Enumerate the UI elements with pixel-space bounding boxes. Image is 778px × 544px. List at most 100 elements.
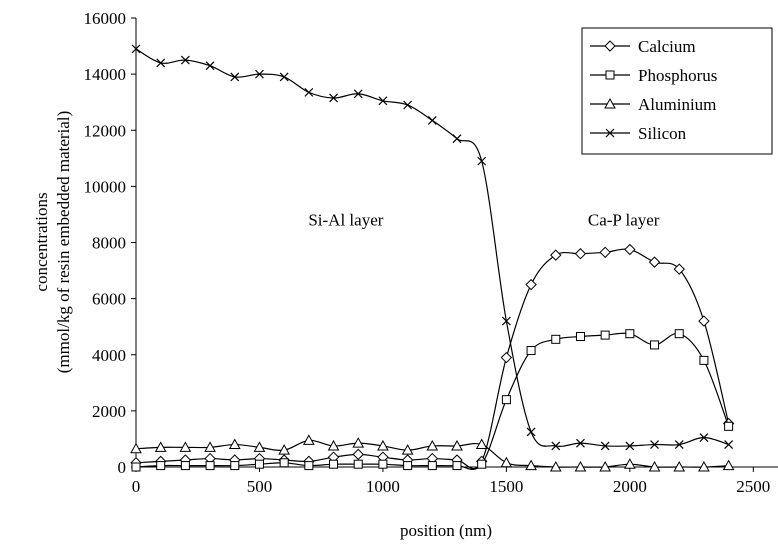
point-silicon [353,89,363,99]
point-silicon [699,433,709,442]
point-aluminium [623,458,636,469]
point-phosphorus [329,459,339,469]
y-tick-label: 0 [118,458,127,477]
point-silicon [329,93,338,103]
y-axis-label-line-2: (mmol/kg of resin embedded material) [54,111,73,373]
legend-marker-calcium [604,40,616,52]
point-phosphorus [403,461,413,471]
y-tick-label: 6000 [92,290,126,309]
point-aluminium [130,442,142,454]
point-aluminium [327,439,340,451]
annotation-ca-p-layer: Ca-P layer [588,211,660,230]
y-tick-label: 4000 [92,346,126,365]
point-silicon [427,116,437,125]
point-calcium [673,263,685,275]
point-aluminium [253,441,266,452]
point-aluminium [228,438,241,450]
point-silicon [625,441,635,451]
point-calcium [599,246,611,259]
point-silicon [724,440,734,449]
series-line-calcium [135,248,730,470]
point-silicon [452,134,462,144]
x-tick-label: 0 [132,477,141,496]
point-phosphorus [205,461,215,471]
point-aluminium [278,444,291,455]
point-aluminium [574,460,587,472]
point-silicon [403,100,413,110]
legend-label-aluminium: Aluminium [638,95,716,114]
point-aluminium [525,459,537,471]
legend-label-silicon: Silicon [638,124,687,143]
series-silicon [131,44,734,451]
point-phosphorus [254,459,264,469]
point-calcium [698,315,710,327]
point-phosphorus [501,395,511,405]
point-phosphorus [625,329,635,339]
ticks: 0 2000 4000 6000 8000 10000 12000 14000 16000 0 50… [84,9,771,496]
point-calcium [574,248,587,260]
point-phosphorus [304,461,314,471]
point-calcium [624,243,636,256]
point-phosphorus [674,329,684,339]
y-tick-label: 16000 [84,9,127,28]
y-tick-label: 12000 [84,121,127,140]
y-axis-label-line-1: concentrations [32,192,51,291]
point-silicon [279,72,289,82]
point-aluminium [401,444,414,455]
point-silicon [255,69,264,79]
point-silicon [600,441,610,451]
legend-label-calcium: Calcium [638,37,696,56]
point-phosphorus [600,330,610,340]
legend-entry-silicon: Silicon [590,124,687,143]
point-silicon [526,427,536,437]
point-aluminium [377,439,389,451]
point-aluminium [549,460,562,472]
point-phosphorus [156,461,166,471]
x-tick-label: 1000 [366,477,400,496]
point-phosphorus [724,421,734,431]
y-tick-label: 2000 [92,402,126,421]
y-tick-label: 14000 [84,65,127,84]
point-silicon [477,156,487,166]
point-aluminium [673,460,686,472]
point-silicon [378,96,388,106]
point-phosphorus [427,461,437,471]
point-aluminium [500,456,513,468]
x-axis-label: position (nm) [400,521,492,540]
series-phosphorus [131,329,734,472]
y-tick-label: 8000 [92,234,126,253]
series-aluminium [130,434,735,472]
point-phosphorus [575,332,585,342]
point-phosphorus [353,459,363,469]
y-tick-label: 10000 [84,177,127,196]
legend: Calcium Phosphorus Aluminium Silicon [581,27,773,155]
point-aluminium [451,439,463,451]
point-phosphorus [230,461,240,471]
point-calcium [352,448,364,461]
x-tick-label: 1500 [489,477,523,496]
point-aluminium [698,460,710,472]
point-silicon [230,72,240,82]
x-tick-label: 500 [247,477,273,496]
point-silicon [304,87,314,97]
point-silicon [674,440,684,449]
y-axis-label: concentrations (mmol/kg of resin embedde… [32,111,73,373]
point-silicon [501,316,511,326]
point-aluminium [154,441,167,452]
point-calcium [648,256,661,268]
series-calcium [130,243,735,470]
legend-entry-aluminium: Aluminium [590,95,716,114]
point-aluminium [426,439,439,451]
point-aluminium [179,441,192,452]
point-phosphorus [180,461,190,471]
point-calcium [525,278,537,291]
point-silicon [551,441,561,451]
legend-marker-silicon [605,128,615,138]
point-silicon [650,440,659,449]
point-silicon [131,44,141,54]
point-calcium [500,351,513,364]
point-silicon [576,438,585,448]
annotation-si-al-layer: Si-Al layer [308,211,383,230]
legend-label-phosphorus: Phosphorus [638,66,717,85]
